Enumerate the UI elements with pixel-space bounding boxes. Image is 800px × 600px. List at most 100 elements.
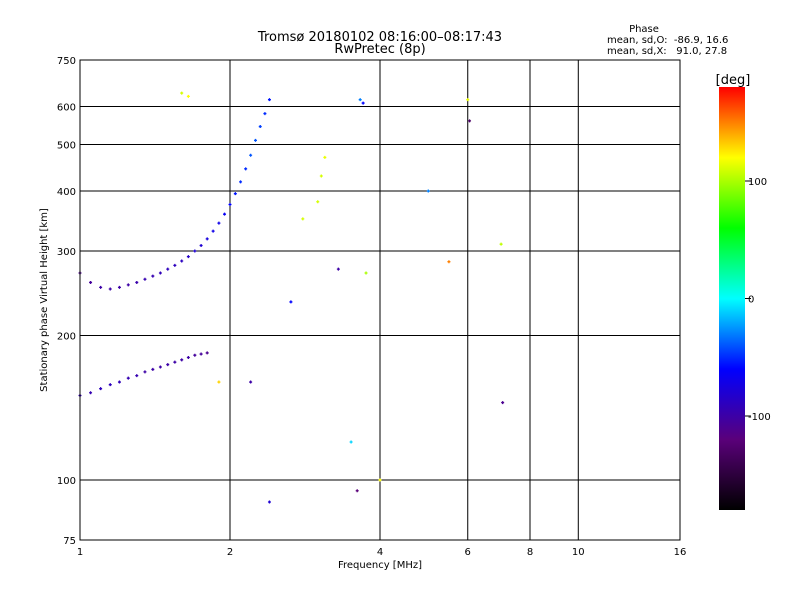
data-point: [239, 180, 243, 184]
data-point: [108, 383, 112, 387]
data-point: [180, 358, 184, 362]
data-point: [193, 353, 197, 357]
data-point: [135, 374, 139, 378]
stats-header: Phase: [629, 24, 659, 35]
colorbar-label: [deg]: [716, 73, 751, 88]
data-point: [89, 280, 93, 284]
data-point: [166, 363, 170, 367]
data-point: [361, 101, 365, 105]
data-point: [233, 192, 237, 196]
y-axis-label: Stationary phase Virtual Height [km]: [39, 208, 50, 392]
data-point: [319, 174, 323, 178]
data-point: [99, 285, 103, 289]
data-point: [205, 351, 209, 355]
data-point: [323, 155, 327, 159]
data-point: [186, 94, 190, 98]
data-point: [364, 271, 368, 275]
y-tick-label: 500: [57, 141, 76, 152]
data-point: [263, 112, 267, 116]
data-point: [108, 287, 112, 291]
data-point: [180, 91, 184, 95]
x-tick-label: 1: [77, 547, 83, 558]
data-point: [267, 98, 271, 102]
data-point: [158, 365, 162, 369]
chart-subtitle: RwPretec (8p): [334, 42, 425, 57]
x-axis-label: Frequency [MHz]: [338, 560, 422, 571]
data-point: [99, 387, 103, 391]
data-point: [301, 217, 305, 221]
y-ticks: 75 100 200 300 400 500 600 750: [57, 56, 76, 547]
data-point: [166, 267, 170, 271]
y-tick-label: 200: [57, 332, 76, 343]
x-tick-label: 6: [465, 547, 471, 558]
data-point: [117, 380, 121, 384]
plot-frame: [79, 59, 681, 541]
data-point: [89, 391, 93, 395]
data-point: [126, 376, 130, 380]
stats-line-x: mean, sd,X: 91.0, 27.8: [607, 46, 727, 57]
data-point: [143, 277, 147, 281]
data-point: [211, 229, 215, 233]
data-point: [349, 440, 353, 444]
data-point: [447, 260, 451, 264]
colorbar-ticks: 100 0 -100: [745, 177, 771, 423]
data-point: [501, 401, 505, 405]
colorbar-tick-label: 100: [748, 177, 767, 188]
data-point: [355, 489, 359, 493]
data-point: [336, 267, 340, 271]
data-point: [258, 125, 262, 129]
data-point: [466, 98, 470, 102]
data-point: [158, 271, 162, 275]
data-point: [126, 283, 130, 287]
data-point: [249, 380, 253, 384]
y-tick-label: 600: [57, 103, 76, 114]
data-point: [217, 221, 221, 225]
data-point: [186, 255, 190, 259]
grid: [80, 60, 680, 540]
stats-legend: Phase mean, sd,O: -86.9, 16.6 mean, sd,X…: [607, 24, 728, 57]
data-point: [228, 202, 232, 206]
data-point: [135, 280, 139, 284]
data-point: [426, 189, 430, 193]
data-point: [143, 370, 147, 374]
chart-title: Tromsø 20180102 08:16:00–08:17:43: [257, 30, 502, 45]
data-points: [78, 91, 505, 504]
x-tick-label: 2: [227, 547, 233, 558]
data-point: [253, 138, 257, 142]
data-point: [217, 380, 221, 384]
data-point: [199, 352, 203, 356]
y-tick-label: 300: [57, 247, 76, 258]
data-point: [358, 98, 362, 102]
data-point: [378, 478, 382, 482]
colorbar-gradient: [719, 87, 745, 510]
data-point: [223, 212, 227, 216]
x-tick-label: 4: [377, 547, 383, 558]
data-point: [193, 249, 197, 253]
x-ticks: 1 2 4 6 8 10 16: [77, 547, 687, 558]
x-tick-label: 8: [527, 547, 533, 558]
y-tick-label: 100: [57, 476, 76, 487]
data-point: [180, 259, 184, 263]
data-point: [499, 242, 503, 246]
data-point: [173, 360, 177, 364]
data-point: [244, 167, 248, 171]
data-point: [199, 244, 203, 248]
x-tick-label: 10: [572, 547, 585, 558]
data-point: [468, 119, 472, 123]
x-tick-label: 16: [674, 547, 687, 558]
y-tick-label: 750: [57, 56, 76, 67]
colorbar: [deg] 100 0 -100: [716, 73, 771, 510]
y-tick-label: 75: [63, 536, 76, 547]
data-point: [173, 263, 177, 267]
data-point: [249, 153, 253, 157]
data-point: [151, 367, 155, 371]
data-point: [151, 274, 155, 278]
colorbar-tick-label: -100: [748, 412, 771, 423]
data-point: [316, 200, 320, 204]
data-point: [289, 300, 293, 304]
data-point: [186, 355, 190, 359]
data-point: [205, 237, 209, 241]
data-point: [267, 500, 271, 504]
data-point: [117, 285, 121, 289]
